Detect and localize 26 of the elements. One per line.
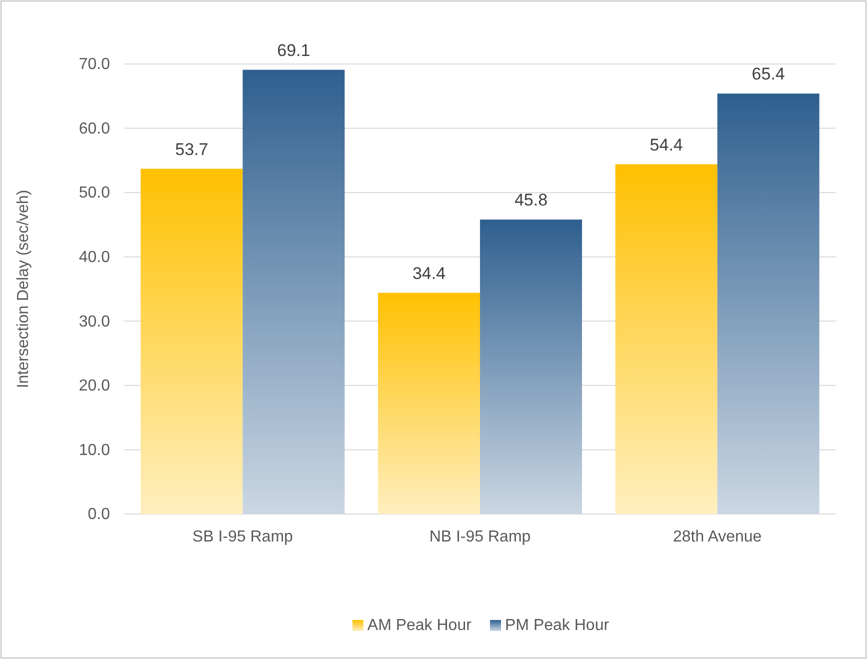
y-tick-label: 50.0 [78,184,110,202]
x-tick-label: 28th Avenue [672,528,762,546]
bar [480,220,582,514]
y-axis-title: Intersection Delay (sec/veh) [15,190,32,388]
bar [242,70,345,514]
y-tick-label: 70.0 [78,56,110,74]
legend-label: PM Peak Hour [505,617,610,634]
bar [615,164,718,514]
y-tick-label: 10.0 [78,442,110,459]
y-tick-label: 0.0 [88,506,110,524]
data-label: 34.4 [412,264,446,283]
data-label: 53.7 [175,140,208,159]
data-label: 69.1 [277,40,310,60]
x-tick-label: NB I-95 Ramp [429,528,531,546]
bar [717,94,820,514]
x-tick-label: SB I-95 Ramp [192,528,294,546]
legend-label: AM Peak Hour [367,617,472,634]
data-label: 54.4 [650,135,683,154]
y-tick-label: 20.0 [78,378,110,395]
y-tick-label: 40.0 [78,248,110,266]
y-tick-label: 60.0 [78,120,110,138]
y-tick-label: 30.0 [78,313,110,330]
bar [140,168,243,514]
data-label: 45.8 [514,190,548,210]
data-label: 65.4 [752,64,785,84]
bar [378,292,480,514]
